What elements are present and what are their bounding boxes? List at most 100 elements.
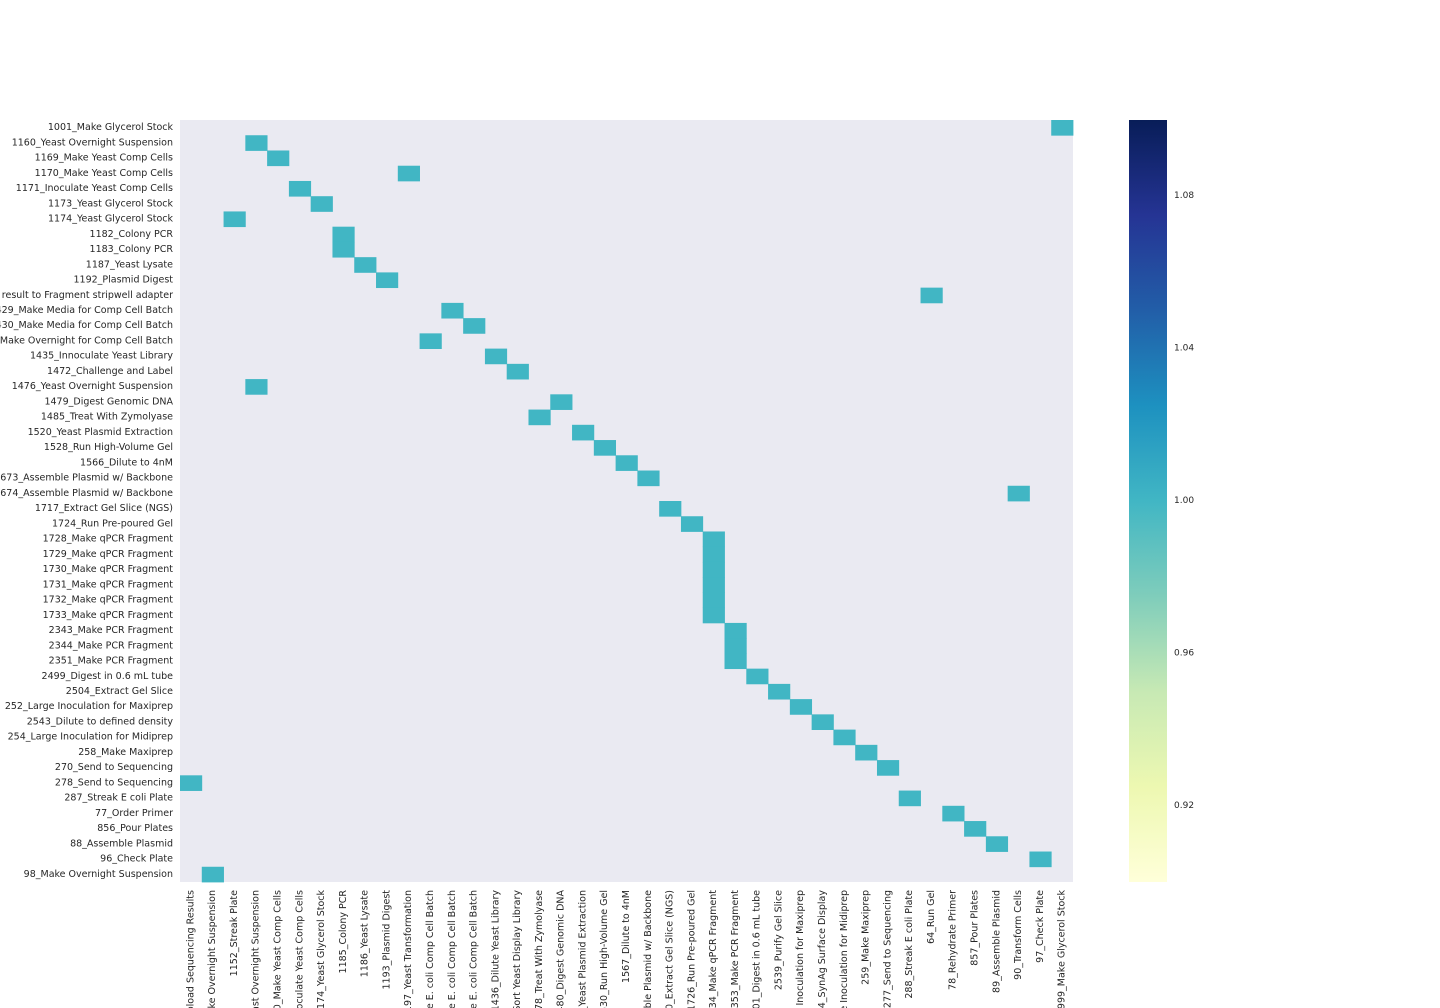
y-tick-label: 1173_Yeast Glycerol Stock (48, 198, 173, 209)
x-tick-label: 1185_Colony PCR (338, 890, 349, 974)
x-tick-label: 999_Make Glycerol Stock (1057, 890, 1068, 1008)
x-tick-label: Upload Sequencing Results (185, 890, 196, 1008)
y-tick-label: 1717_Extract Gel Slice (NGS) (35, 503, 173, 514)
x-tick-label: Inoculate Yeast Comp Cells (294, 890, 305, 1008)
heatmap-cell (702, 546, 725, 563)
x-tick-label: ge Inoculation for Midiprep (839, 890, 850, 1008)
y-tick-label: 1476_Yeast Overnight Suspension (12, 381, 173, 392)
y-tick-label: 1728_Make qPCR Fragment (43, 534, 174, 545)
x-tick-label: Yeast Overnight Suspension (251, 890, 262, 1008)
heatmap-cell (615, 455, 638, 471)
y-tick-label: 1479_Digest Genomic DNA (44, 396, 173, 407)
y-tick-label: 2504_Extract Gel Slice (66, 686, 173, 697)
heatmap-cell (637, 470, 660, 487)
heatmap-cell (1007, 485, 1030, 502)
heatmap-cell (942, 805, 965, 822)
x-tick-label: 480_Digest Genomic DNA (556, 890, 567, 1008)
heatmap-cell (702, 531, 725, 548)
x-tick-label: 478_Treat With Zymolyase (534, 890, 545, 1008)
x-tick-label: 64_Run Gel (926, 890, 937, 944)
y-tick-label: 252_Large Inoculation for Maxiprep (5, 701, 173, 712)
y-tick-label: 88_Assemble Plasmid (70, 838, 173, 849)
x-tick-label: 1174_Yeast Glycerol Stock (316, 890, 327, 1008)
y-tick-label: 1485_Treat With Zymolyase (41, 412, 173, 423)
x-tick-label: ce E. coli Comp Cell Batch (425, 890, 436, 1008)
x-tick-label: Sort Yeast Display Library (512, 890, 523, 1008)
y-tick-label: 1731_Make qPCR Fragment (43, 579, 174, 590)
y-tick-label: 856_Pour Plates (97, 823, 173, 834)
heatmap-cell (876, 760, 900, 776)
heatmap-cell (985, 836, 1009, 852)
heatmap-cell (441, 302, 464, 319)
colorbar-tick-label: 1.08 (1174, 191, 1194, 201)
y-tick-label: 1192_Plasmid Digest (73, 275, 173, 286)
y-tick-label: 1520_Yeast Plasmid Extraction (28, 427, 173, 438)
heatmap-cell (920, 287, 943, 304)
y-tick-label: 1183_Colony PCR (90, 244, 174, 255)
plot-background (180, 120, 1073, 882)
heatmap-cell (724, 638, 747, 654)
x-tick-label: 44_SynAg Surface Display (817, 890, 828, 1008)
x-tick-label: 530_Run High-Volume Gel (599, 890, 610, 1008)
heatmap-cell (245, 135, 268, 151)
heatmap-cell (811, 714, 834, 730)
y-tick-label: 270_Send to Sequencing (55, 762, 173, 773)
x-tick-label: 277_Send to Sequencing (882, 890, 893, 1008)
x-tick-label: 0_Extract Gel Slice (NGS) (665, 890, 676, 1008)
heatmap-cell (201, 866, 224, 883)
y-tick-label: 77_Order Primer (95, 808, 173, 819)
heatmap-cell (550, 394, 573, 410)
x-tick-label: 197_Yeast Transformation (403, 890, 414, 1008)
y-tick-label: 2351_Make PCR Fragment (49, 656, 174, 667)
colorbar-tick-label: 0.92 (1174, 801, 1194, 811)
y-tick-label: 1724_Run Pre-poured Gel (52, 518, 173, 529)
y-tick-label: 1733_Make qPCR Fragment (43, 610, 174, 621)
heatmap-cells (180, 120, 1074, 883)
x-tick-label: Make Overnight Suspension (207, 890, 218, 1008)
x-tick-label: 857_Pour Plates (969, 890, 980, 966)
x-tick-label: _Yeast Plasmid Extraction (577, 890, 588, 1008)
x-tick-label: mble Plasmid w/ Backbone (643, 890, 654, 1008)
y-tick-label: 1430_Make Media for Comp Cell Batch (0, 320, 173, 331)
heatmap-cell (855, 744, 878, 761)
y-tick-label: 1566_Dilute to 4nM (80, 457, 173, 468)
y-tick-label: 1160_Yeast Overnight Suspension (12, 137, 173, 148)
y-tick-label: 287_Streak E coli Plate (64, 793, 173, 804)
heatmap-cell (572, 424, 595, 441)
x-tick-label: 1152_Streak Plate (229, 890, 240, 976)
y-tick-label: 1472_Challenge and Label (47, 366, 173, 377)
heatmap-cell (593, 440, 617, 456)
heatmap-cell (354, 257, 377, 273)
y-tick-label: 1730_Make qPCR Fragment (43, 564, 174, 575)
y-tick-label: 1673_Assemble Plasmid w/ Backbone (0, 473, 173, 484)
heatmap-cell (1051, 120, 1074, 136)
colorbar-ticks: 0.92 0.96 1.00 1.04 1.08 (1174, 191, 1194, 811)
x-tick-label: ge Inoculation for Maxiprep (795, 890, 806, 1008)
y-tick-label: 2344_Make PCR Fragment (49, 640, 174, 651)
x-tick-label: 1567_Dilute to 4nM (621, 890, 632, 983)
y-tick-label: 1170_Make Yeast Comp Cells (35, 168, 173, 179)
y-tick-label: 1732_Make qPCR Fragment (43, 595, 174, 606)
heatmap-cell (267, 150, 290, 167)
x-tick-label: 501_Digest in 0.6 mL tube (752, 890, 763, 1008)
y-tick-label: 258_Make Maxiprep (78, 747, 173, 758)
y-tick-label: 1001_Make Glycerol Stock (48, 122, 174, 133)
y-tick-label: 98_Make Overnight Suspension (24, 869, 173, 880)
heatmap-cell (397, 165, 420, 182)
x-tick-label: 78_Rehydrate Primer (948, 890, 959, 990)
x-tick-label: ce E. coli Comp Cell Batch (447, 890, 458, 1008)
x-tick-label: 1193_Plasmid Digest (381, 890, 392, 990)
heatmap-cell (833, 729, 856, 746)
x-tick-label: 1186_Yeast Lysate (360, 890, 371, 977)
y-tick-label: 1182_Colony PCR (90, 229, 174, 240)
y-tick-label: 2543_Dilute to defined density (27, 716, 174, 727)
y-tick-label: 96_Check Plate (100, 854, 173, 865)
y-tick-label: 254_Large Inoculation for Midiprep (8, 732, 173, 743)
y-tick-label: 278_Send to Sequencing (55, 777, 173, 788)
colorbar-tick-label: 1.00 (1174, 496, 1194, 506)
heatmap-cell (310, 196, 333, 212)
x-tick-label: 89_Assemble Plasmid (991, 890, 1002, 993)
y-tick-label: 1528_Run High-Volume Gel (44, 442, 173, 453)
y-tick-label: 1674_Assemble Plasmid w/ Backbone (0, 488, 173, 499)
